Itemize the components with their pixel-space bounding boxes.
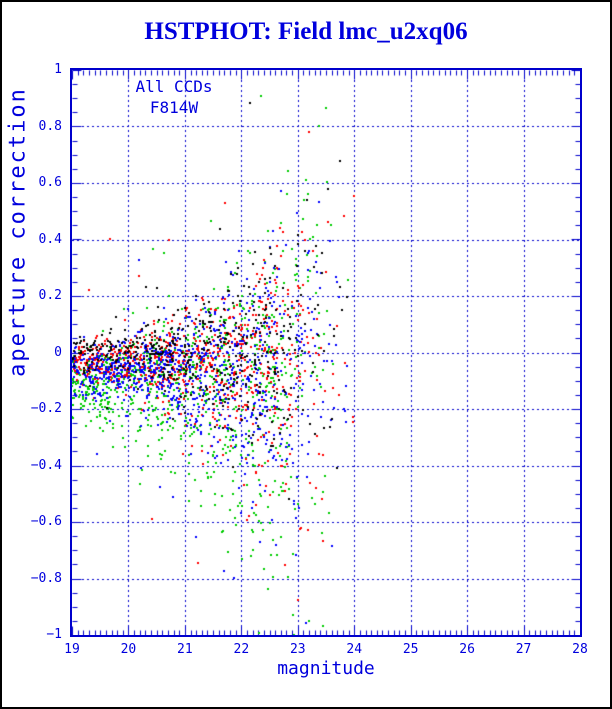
x-tick-label: 26 [459,642,475,657]
x-tick-label: 24 [346,642,363,657]
x-tick-label: 22 [233,642,250,657]
x-tick-label: 23 [289,642,306,657]
y-tick-label: 0.8 [38,118,62,134]
chart-title: HSTPHOT: Field lmc_u2xq06 [144,18,468,45]
plot-area: All CCDs F814W [70,68,582,637]
y-tick-label: 0.4 [38,231,62,247]
x-tick-label: 21 [177,642,193,657]
x-tick-label: 27 [515,642,532,657]
plot-annotation: All CCDs F814W [94,76,254,118]
annotation-line-ccds: All CCDs [135,77,213,96]
x-tick-label: 25 [402,642,419,657]
y-tick-label: 0.6 [38,175,62,190]
annotation-line-filter: F814W [149,98,199,117]
y-tick-label: −1 [46,627,62,642]
x-tick-label: 28 [572,642,588,657]
y-tick-label: −0.8 [30,570,62,586]
y-tick-label: −0.6 [30,514,62,529]
x-axis-label: magnitude [277,658,375,679]
x-tick-label: 20 [120,642,137,657]
y-tick-label: −0.4 [30,457,62,473]
y-tick-label: 0.2 [38,288,62,303]
x-tick-label: 19 [64,642,80,657]
y-tick-label: −0.2 [30,401,62,416]
y-tick-label: 0 [54,344,62,360]
y-tick-label: 1 [54,62,62,77]
scatter-canvas [72,70,580,635]
